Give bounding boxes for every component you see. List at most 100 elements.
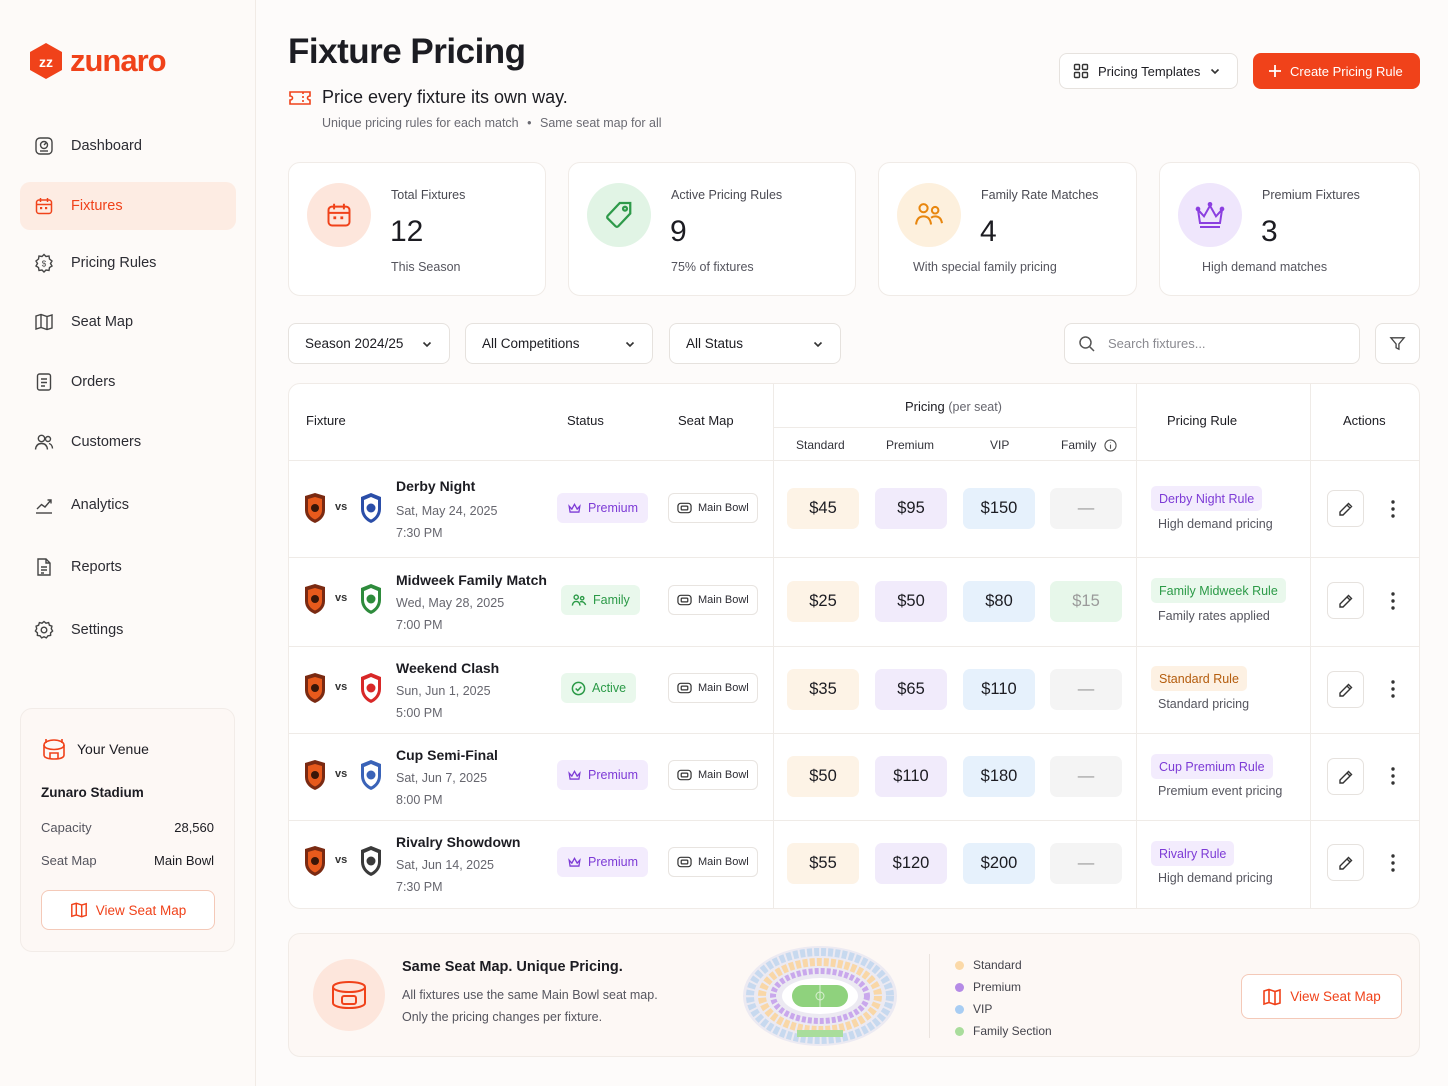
price-premium[interactable]: $110 (875, 756, 947, 797)
family-icon (915, 203, 943, 225)
price-family[interactable]: — (1050, 488, 1122, 529)
filter-button[interactable] (1375, 323, 1420, 364)
sidebar-item-orders[interactable]: Orders (20, 358, 236, 406)
price-standard[interactable]: $50 (787, 756, 859, 797)
users-icon (34, 434, 54, 450)
brand-name: zunaro (70, 43, 167, 78)
stat-label: Active Pricing Rules (671, 188, 783, 202)
price-premium[interactable]: $65 (875, 669, 947, 710)
fixtures-table: Fixture Status Seat Map Pricing (per sea… (288, 383, 1420, 909)
col-status: Status (567, 413, 604, 428)
pricing-rule-tag[interactable]: Cup Premium Rule (1151, 754, 1273, 779)
crown-icon (568, 502, 581, 513)
pricing-rule-tag[interactable]: Rivalry Rule (1151, 841, 1235, 866)
pricing-rule-note: Standard pricing (1158, 697, 1250, 711)
stadium-icon (677, 856, 692, 868)
sidebar-item-customers[interactable]: Customers (20, 418, 236, 466)
sidebar-item-dashboard[interactable]: Dashboard (20, 122, 236, 170)
fixture-date: Wed, May 28, 2025 (396, 596, 505, 610)
pencil-icon (1338, 770, 1352, 784)
search-icon (1079, 335, 1095, 352)
price-family[interactable]: — (1050, 843, 1122, 884)
price-premium[interactable]: $95 (875, 488, 947, 529)
chevron-down-icon (1211, 68, 1220, 75)
sidebar-item-pricing-rules[interactable]: $ Pricing Rules (20, 239, 236, 287)
sidebar-item-settings[interactable]: Settings (20, 606, 236, 654)
table-row[interactable]: vs Midweek Family Match Wed, May 28, 202… (289, 558, 1419, 646)
sidebar-item-fixtures[interactable]: Fixtures (20, 182, 236, 230)
sidebar: zz zunaro Dashboard Fixtures $ Pricing R… (0, 0, 256, 1086)
banner-view-seat-map-button[interactable]: View Seat Map (1241, 974, 1402, 1019)
pricing-templates-button[interactable]: Pricing Templates (1059, 53, 1238, 89)
sidebar-item-label: Customers (71, 434, 142, 450)
price-family[interactable]: — (1050, 669, 1122, 710)
price-premium[interactable]: $120 (875, 843, 947, 884)
venue-seatmap: Seat Map Main Bowl (41, 853, 214, 868)
edit-button[interactable] (1327, 758, 1364, 795)
price-standard[interactable]: $35 (787, 669, 859, 710)
price-vip[interactable]: $180 (963, 756, 1035, 797)
edit-button[interactable] (1327, 671, 1364, 708)
price-vip[interactable]: $200 (963, 843, 1035, 884)
more-options-icon[interactable] (1389, 499, 1397, 519)
competition-select[interactable]: All Competitions (465, 323, 653, 364)
stadium-icon (677, 594, 692, 606)
pricing-rule-note: Family rates applied (1158, 609, 1270, 623)
report-icon (37, 558, 51, 576)
pricing-rule-note: High demand pricing (1158, 871, 1273, 885)
sidebar-item-reports[interactable]: Reports (20, 543, 236, 591)
more-options-icon[interactable] (1389, 766, 1397, 786)
pricing-rule-tag[interactable]: Derby Night Rule (1151, 486, 1263, 511)
search-input[interactable]: Search fixtures... (1064, 323, 1360, 364)
sidebar-item-label: Reports (71, 559, 122, 575)
edit-button[interactable] (1327, 844, 1364, 881)
view-seat-map-button[interactable]: View Seat Map (41, 890, 215, 930)
sidebar-item-seat-map[interactable]: Seat Map (20, 298, 236, 346)
table-row[interactable]: vs Rivalry Showdown Sat, Jun 14, 2025 7:… (289, 821, 1419, 908)
banner-title: Same Seat Map. Unique Pricing. (402, 959, 623, 975)
status-badge: Active (561, 673, 637, 703)
price-vip[interactable]: $110 (963, 669, 1035, 710)
main-content: Fixture Pricing Price every fixture its … (256, 0, 1448, 1086)
table-row[interactable]: vs Weekend Clash Sun, Jun 1, 2025 5:00 P… (289, 647, 1419, 735)
chevron-down-icon (422, 341, 432, 347)
table-row[interactable]: vs Derby Night Sat, May 24, 2025 7:30 PM… (289, 461, 1419, 549)
more-options-icon[interactable] (1389, 679, 1397, 699)
pricing-rule-tag[interactable]: Standard Rule (1151, 666, 1247, 691)
document-icon (36, 373, 52, 391)
price-standard[interactable]: $45 (787, 488, 859, 529)
fixture-date: Sat, May 24, 2025 (396, 504, 498, 518)
pricing-rule-tag[interactable]: Family Midweek Rule (1151, 578, 1286, 603)
crown-icon (568, 769, 581, 780)
price-vip[interactable]: $80 (963, 581, 1035, 622)
filter-icon (1389, 337, 1406, 351)
vs-label: vs (335, 681, 348, 693)
pricing-rule-note: High demand pricing (1158, 517, 1273, 531)
opponent-crest-icon (361, 584, 381, 614)
plus-icon (1269, 65, 1281, 77)
create-pricing-rule-button[interactable]: Create Pricing Rule (1253, 53, 1420, 89)
brand-logo[interactable]: zz zunaro (28, 42, 167, 80)
edit-button[interactable] (1327, 582, 1364, 619)
templates-icon (1073, 63, 1089, 79)
price-standard[interactable]: $55 (787, 843, 859, 884)
table-row[interactable]: vs Cup Semi-Final Sat, Jun 7, 2025 8:00 … (289, 734, 1419, 822)
calendar-icon (35, 198, 53, 215)
price-family[interactable]: — (1050, 756, 1122, 797)
sidebar-item-analytics[interactable]: Analytics (20, 481, 236, 529)
season-select[interactable]: Season 2024/25 (288, 323, 450, 364)
price-vip[interactable]: $150 (963, 488, 1035, 529)
check-circle-icon (571, 681, 586, 695)
stadium-icon (332, 980, 366, 1010)
col-fixture: Fixture (306, 413, 346, 428)
edit-button[interactable] (1327, 490, 1364, 527)
status-select[interactable]: All Status (669, 323, 841, 364)
price-family[interactable]: $15 (1050, 581, 1122, 622)
more-options-icon[interactable] (1389, 591, 1397, 611)
sidebar-item-label: Orders (71, 374, 116, 390)
price-premium[interactable]: $50 (875, 581, 947, 622)
info-icon[interactable] (1104, 438, 1117, 452)
status-badge: Premium (557, 760, 649, 790)
price-standard[interactable]: $25 (787, 581, 859, 622)
more-options-icon[interactable] (1389, 853, 1397, 873)
